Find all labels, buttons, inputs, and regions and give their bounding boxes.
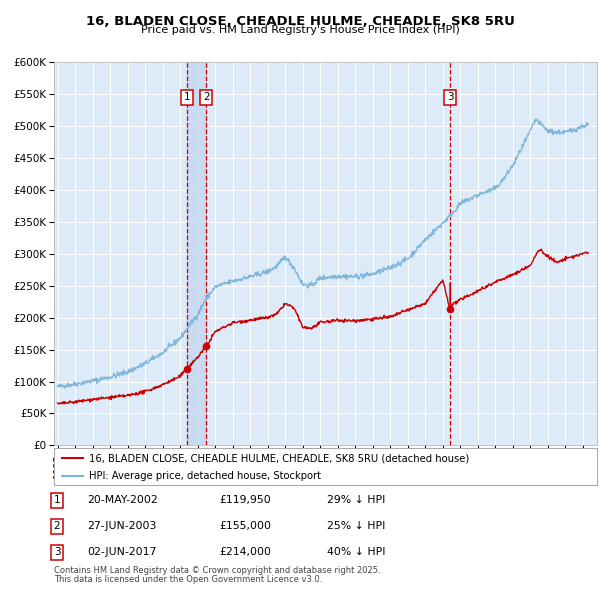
Bar <box>187 62 206 445</box>
Text: This data is licensed under the Open Government Licence v3.0.: This data is licensed under the Open Gov… <box>54 575 322 584</box>
Text: Contains HM Land Registry data © Crown copyright and database right 2025.: Contains HM Land Registry data © Crown c… <box>54 566 380 575</box>
Text: 3: 3 <box>53 548 61 557</box>
Text: 3: 3 <box>447 92 454 102</box>
Text: 40% ↓ HPI: 40% ↓ HPI <box>327 548 386 557</box>
Text: 1: 1 <box>184 92 190 102</box>
Text: 1: 1 <box>53 496 61 505</box>
Text: £214,000: £214,000 <box>219 548 271 557</box>
Text: 02-JUN-2017: 02-JUN-2017 <box>87 548 157 557</box>
Text: 2: 2 <box>53 522 61 531</box>
Text: 29% ↓ HPI: 29% ↓ HPI <box>327 496 385 505</box>
Text: 27-JUN-2003: 27-JUN-2003 <box>87 522 157 531</box>
Text: 2: 2 <box>203 92 209 102</box>
Text: 25% ↓ HPI: 25% ↓ HPI <box>327 522 385 531</box>
Text: 20-MAY-2002: 20-MAY-2002 <box>87 496 158 505</box>
FancyBboxPatch shape <box>54 448 597 485</box>
Text: 16, BLADEN CLOSE, CHEADLE HULME, CHEADLE, SK8 5RU (detached house): 16, BLADEN CLOSE, CHEADLE HULME, CHEADLE… <box>89 453 470 463</box>
Text: HPI: Average price, detached house, Stockport: HPI: Average price, detached house, Stoc… <box>89 471 321 481</box>
Text: £155,000: £155,000 <box>219 522 271 531</box>
Text: 16, BLADEN CLOSE, CHEADLE HULME, CHEADLE, SK8 5RU: 16, BLADEN CLOSE, CHEADLE HULME, CHEADLE… <box>86 15 514 28</box>
Text: Price paid vs. HM Land Registry's House Price Index (HPI): Price paid vs. HM Land Registry's House … <box>140 25 460 35</box>
Text: £119,950: £119,950 <box>219 496 271 505</box>
